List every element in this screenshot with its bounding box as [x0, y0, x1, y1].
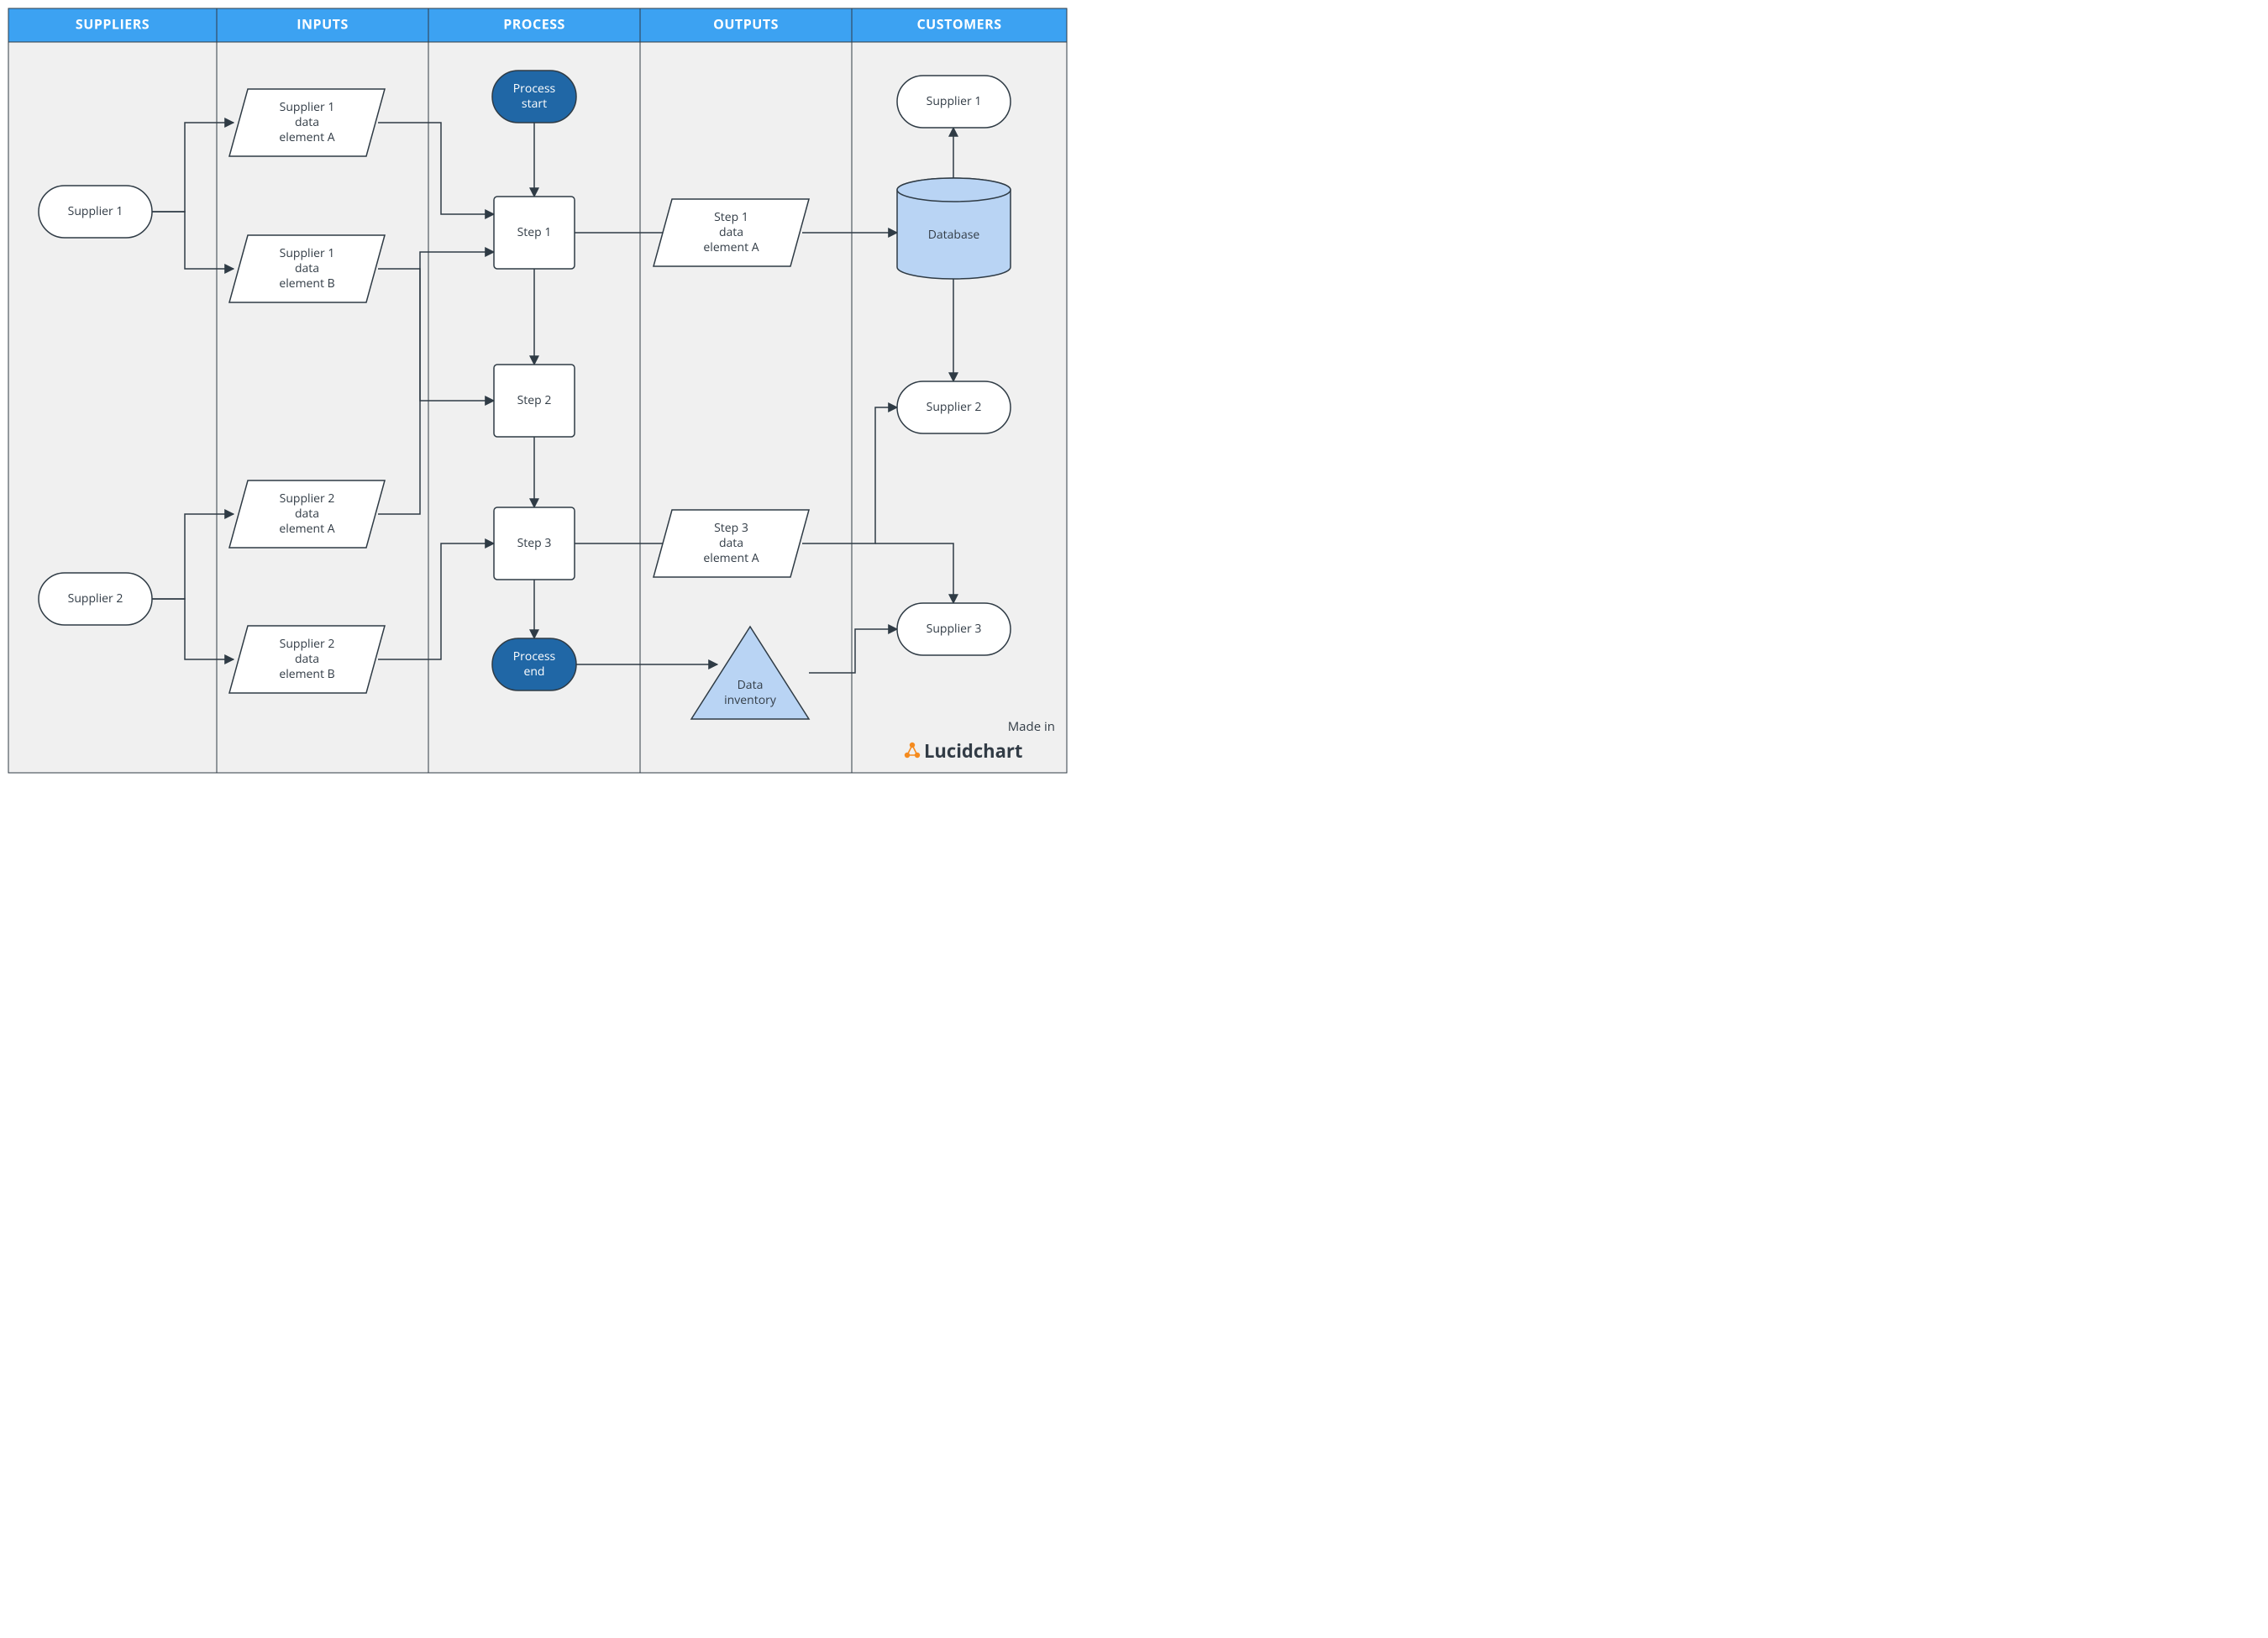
svg-text:data: data — [295, 260, 319, 276]
svg-text:Supplier 2: Supplier 2 — [280, 636, 335, 652]
svg-text:element A: element A — [279, 521, 334, 537]
svg-text:Process: Process — [513, 81, 556, 97]
svg-text:data: data — [719, 224, 743, 240]
svg-text:Lucidchart: Lucidchart — [924, 738, 1022, 764]
node-cust2: Supplier 2 — [897, 381, 1011, 433]
node-supplier2: Supplier 2 — [39, 573, 152, 625]
svg-text:inventory: inventory — [724, 692, 777, 708]
svg-text:Step 1: Step 1 — [517, 224, 552, 240]
node-cust3: Supplier 3 — [897, 603, 1011, 655]
svg-text:element B: element B — [279, 276, 334, 291]
svg-text:data: data — [295, 506, 319, 522]
svg-text:Supplier 2: Supplier 2 — [280, 491, 335, 507]
node-out3: Step 3dataelement A — [654, 510, 809, 577]
svg-text:Made in: Made in — [1008, 718, 1055, 735]
svg-text:Step 3: Step 3 — [517, 535, 552, 551]
svg-text:element A: element A — [703, 239, 759, 255]
svg-text:element B: element B — [279, 666, 334, 682]
node-pend: Processend — [492, 638, 576, 690]
node-out1: Step 1dataelement A — [654, 199, 809, 266]
svg-text:end: end — [523, 664, 544, 680]
svg-text:element A: element A — [279, 129, 334, 145]
node-cust1: Supplier 1 — [897, 76, 1011, 128]
node-step1: Step 1 — [494, 197, 575, 269]
svg-text:Step 2: Step 2 — [517, 392, 552, 408]
node-s2eA: Supplier 2dataelement A — [229, 480, 385, 548]
svg-text:Step 1: Step 1 — [714, 209, 748, 225]
svg-text:SUPPLIERS: SUPPLIERS — [76, 14, 150, 33]
svg-text:start: start — [522, 96, 547, 112]
node-db: Database — [897, 178, 1011, 279]
svg-text:CUSTOMERS: CUSTOMERS — [916, 14, 1001, 33]
svg-text:OUTPUTS: OUTPUTS — [713, 14, 779, 33]
svg-text:Supplier 1: Supplier 1 — [280, 99, 335, 115]
svg-text:PROCESS: PROCESS — [503, 14, 565, 33]
node-step2: Step 2 — [494, 365, 575, 437]
node-s2eB: Supplier 2dataelement B — [229, 626, 385, 693]
svg-text:Supplier 1: Supplier 1 — [927, 93, 982, 109]
node-s1eA: Supplier 1dataelement A — [229, 89, 385, 156]
svg-text:data: data — [719, 535, 743, 551]
node-step3: Step 3 — [494, 507, 575, 580]
node-s1eB: Supplier 1dataelement B — [229, 235, 385, 302]
svg-text:data: data — [295, 651, 319, 667]
svg-text:Supplier 1: Supplier 1 — [68, 203, 123, 219]
svg-text:Supplier 2: Supplier 2 — [68, 591, 123, 606]
svg-text:data: data — [295, 114, 319, 130]
node-supplier1: Supplier 1 — [39, 186, 152, 238]
svg-text:Supplier 1: Supplier 1 — [280, 245, 335, 261]
svg-text:Step 3: Step 3 — [714, 520, 748, 536]
svg-text:Process: Process — [513, 648, 556, 664]
svg-text:Database: Database — [928, 227, 980, 243]
diagram-root: SUPPLIERS INPUTS PROCESS OUTPUTS CUSTOMERS S… — [0, 0, 1075, 781]
svg-text:Data: Data — [738, 677, 764, 693]
svg-text:INPUTS: INPUTS — [297, 14, 349, 33]
svg-text:Supplier 3: Supplier 3 — [927, 621, 982, 637]
svg-text:element A: element A — [703, 550, 759, 566]
svg-text:Supplier 2: Supplier 2 — [927, 399, 982, 415]
node-pstart: Processstart — [492, 71, 576, 123]
